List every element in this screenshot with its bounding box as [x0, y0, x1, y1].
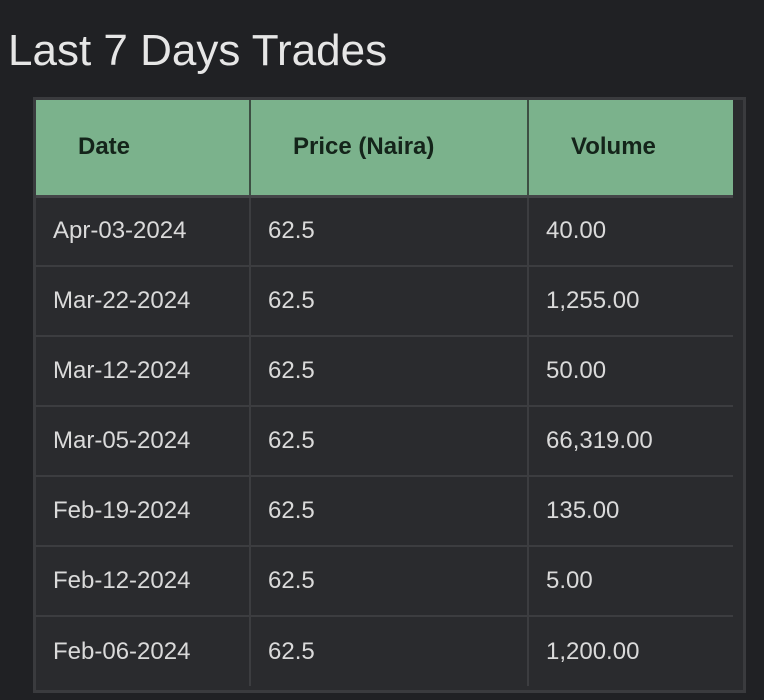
trades-table: Date Price (Naira) Volume Apr-03-2024 62… — [36, 100, 733, 686]
page-title: Last 7 Days Trades — [8, 26, 388, 75]
cell-volume: 5.00 — [528, 546, 733, 617]
column-header-volume: Volume — [528, 100, 733, 198]
table-row: Mar-12-2024 62.5 50.00 — [36, 336, 733, 407]
cell-date: Apr-03-2024 — [36, 196, 251, 267]
cell-price: 62.5 — [250, 406, 529, 477]
cell-price: 62.5 — [250, 196, 529, 267]
table-row: Feb-06-2024 62.5 1,200.00 — [36, 616, 733, 686]
cell-price: 62.5 — [250, 546, 529, 617]
table-row: Apr-03-2024 62.5 40.00 — [36, 196, 733, 267]
table-header-row: Date Price (Naira) Volume — [36, 100, 733, 198]
cell-date: Mar-22-2024 — [36, 266, 251, 337]
cell-volume: 66,319.00 — [528, 406, 733, 477]
column-header-price: Price (Naira) — [250, 100, 529, 198]
cell-volume: 1,200.00 — [546, 637, 640, 665]
cell-date: Mar-05-2024 — [36, 406, 251, 477]
cell-date: Feb-06-2024 — [36, 616, 251, 686]
cell-volume: 1,255.00 — [528, 266, 733, 337]
cell-price: 62.5 — [250, 266, 529, 337]
cell-volume: 50.00 — [528, 336, 733, 407]
table-row: Mar-05-2024 62.5 66,319.00 — [36, 406, 733, 477]
cell-date: Mar-12-2024 — [36, 336, 251, 407]
cell-date: Feb-19-2024 — [36, 476, 251, 547]
table-row: Feb-19-2024 62.5 135.00 — [36, 476, 733, 547]
cell-price: 62.5 — [250, 476, 529, 547]
trades-table-container: Date Price (Naira) Volume Apr-03-2024 62… — [33, 97, 746, 693]
cell-price: 62.5 — [250, 336, 529, 407]
cell-price: 62.5 — [250, 616, 529, 686]
column-header-date: Date — [36, 100, 251, 198]
cell-date: Feb-12-2024 — [36, 546, 251, 617]
table-row: Feb-12-2024 62.5 5.00 — [36, 546, 733, 617]
cell-volume: 40.00 — [528, 196, 733, 267]
table-row: Mar-22-2024 62.5 1,255.00 — [36, 266, 733, 337]
cell-volume: 135.00 — [528, 476, 733, 547]
